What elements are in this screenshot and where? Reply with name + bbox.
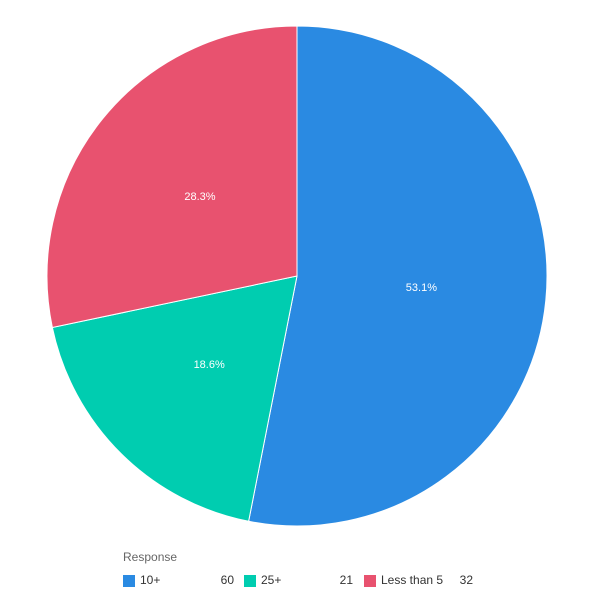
legend-label: 10+	[140, 573, 160, 587]
pie-slice	[248, 25, 548, 527]
legend-title: Response	[123, 550, 177, 564]
legend-swatch	[364, 575, 376, 587]
legend-label: 25+	[261, 573, 281, 587]
legend-swatch	[244, 575, 256, 587]
pie-slice	[46, 25, 298, 329]
legend-count: 32	[460, 573, 474, 587]
pie-slice	[51, 275, 298, 522]
slice-label: 53.1%	[406, 282, 437, 294]
legend-count: 21	[340, 573, 354, 587]
legend-swatch	[123, 575, 135, 587]
slice-label: 28.3%	[184, 191, 215, 203]
legend-count: 60	[221, 573, 235, 587]
slice-label: 18.6%	[194, 359, 225, 371]
legend-label: Less than 5	[381, 573, 443, 587]
